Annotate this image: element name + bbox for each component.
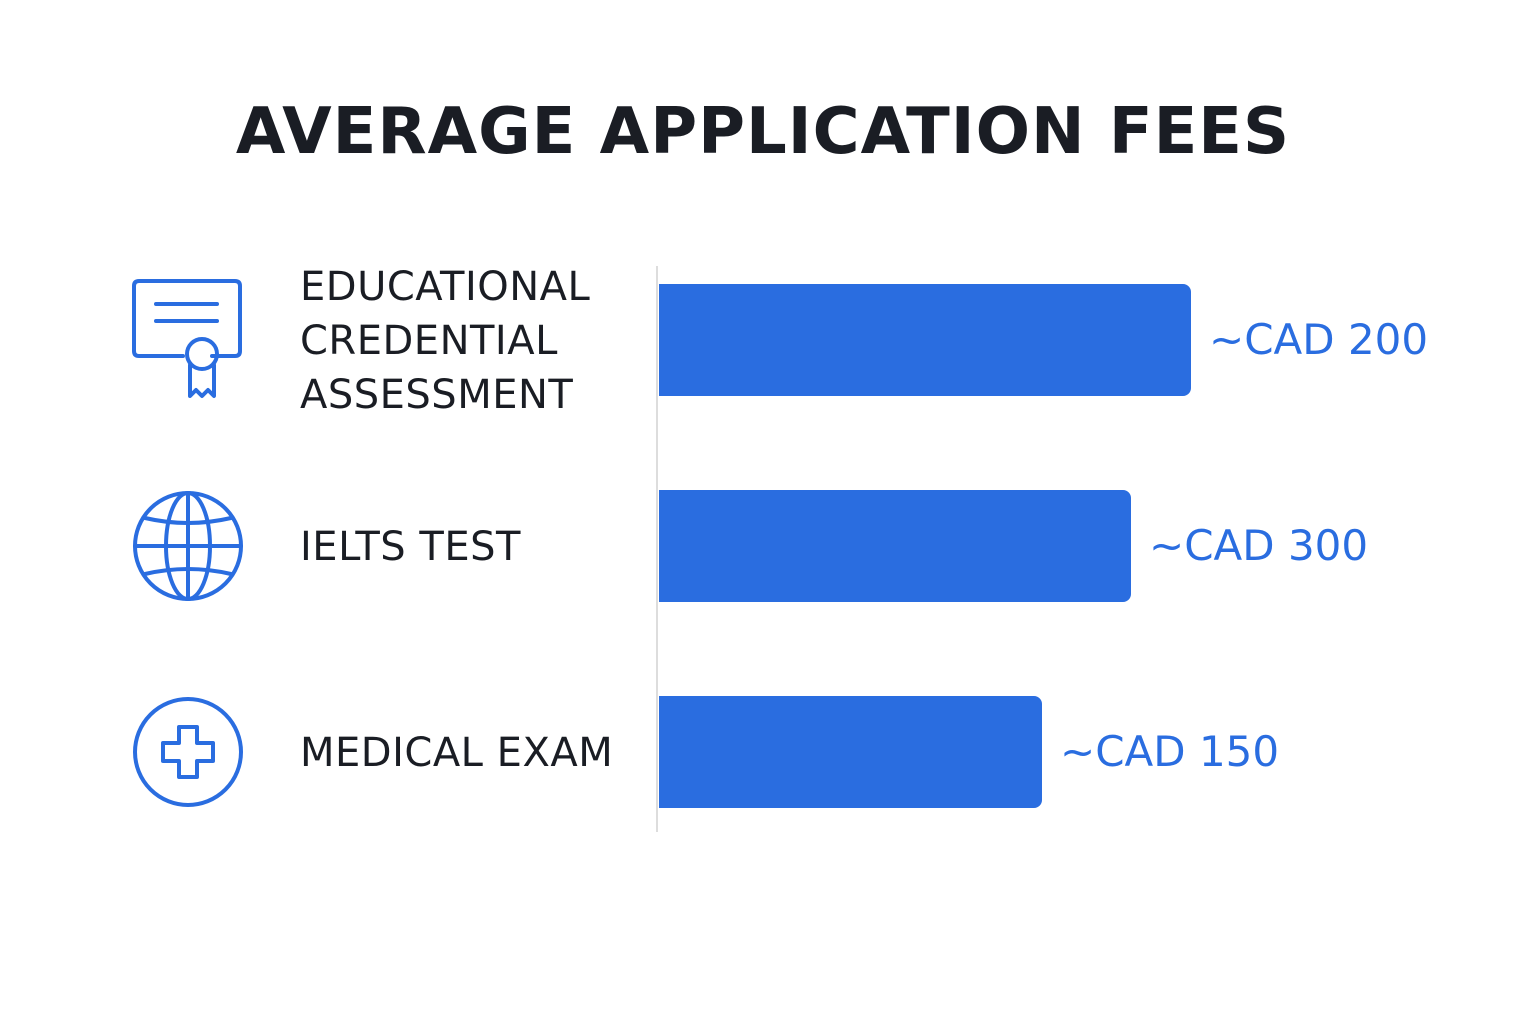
value-label: ~CAD 300 — [1149, 521, 1369, 570]
category-label-line: MEDICAL EXAM — [300, 730, 614, 776]
category-label-line: IELTS TEST — [300, 524, 521, 570]
category-label-line: EDUCATIONAL — [300, 264, 591, 310]
certificate-icon — [132, 279, 242, 398]
bar — [659, 284, 1191, 396]
bar — [659, 490, 1131, 602]
category-label-line: ASSESSMENT — [300, 372, 574, 418]
value-label: ~CAD 200 — [1209, 315, 1429, 364]
value-label: ~CAD 150 — [1060, 727, 1280, 776]
category-label: EDUCATIONAL CREDENTIAL ASSESSMENT — [300, 260, 590, 422]
bar — [659, 696, 1042, 808]
medical-cross-icon — [133, 697, 243, 807]
category-axis-line — [656, 266, 658, 832]
chart-title: AVERAGE APPLICATION FEES — [235, 95, 1291, 169]
globe-icon — [133, 491, 243, 601]
category-label-line: CREDENTIAL — [300, 318, 558, 364]
category-label: MEDICAL EXAM — [300, 726, 613, 780]
category-label: IELTS TEST — [300, 520, 521, 574]
